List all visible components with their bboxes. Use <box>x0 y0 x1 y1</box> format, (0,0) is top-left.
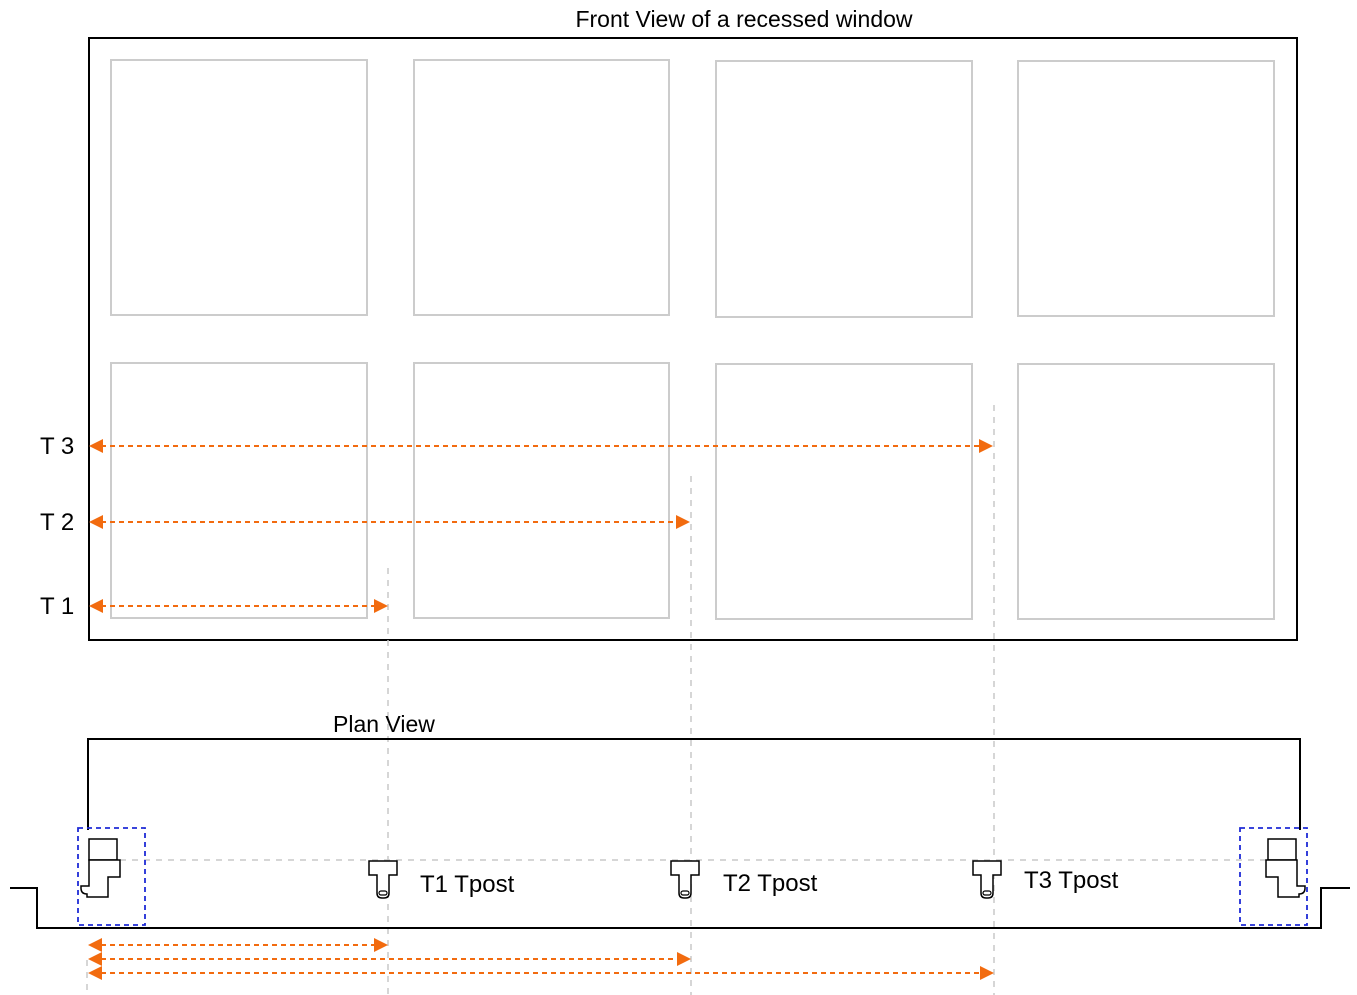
right-jamb-detail <box>1239 827 1308 926</box>
t1-post-icon <box>368 860 398 899</box>
arrowhead-t1-right <box>374 599 388 613</box>
recess-outline <box>10 738 1350 929</box>
plan-dimension-arrows <box>88 938 994 980</box>
left-detail-box <box>77 827 146 926</box>
left-jamb-profile <box>80 859 121 898</box>
pane-top-4 <box>1017 60 1275 317</box>
pane-top-3 <box>715 60 973 318</box>
plan-arrowhead-t2-right <box>677 952 691 966</box>
pane-bottom-1 <box>110 362 368 619</box>
arrowhead-t3-right <box>979 439 993 453</box>
pane-bottom-3 <box>715 363 973 620</box>
plan-arrowhead-t1-left <box>88 938 102 952</box>
alignment-guides <box>86 405 1268 995</box>
arrowhead-t1-left <box>89 599 103 613</box>
t3-post-label: T3 Tpost <box>1024 867 1119 894</box>
arrowhead-t3-left <box>89 439 103 453</box>
t1-post-label: T1 Tpost <box>420 871 515 898</box>
plan-arrowhead-t2-left <box>88 952 102 966</box>
pane-top-2 <box>413 59 670 316</box>
dimension-label-t1: T 1 <box>40 593 74 620</box>
window-panes <box>110 59 1275 620</box>
t3-post-icon <box>972 860 1002 899</box>
arrowhead-t2-left <box>89 515 103 529</box>
left-jamb-block <box>88 838 118 861</box>
plan-arrowhead-t3-right <box>980 966 994 980</box>
arrowhead-t2-right <box>676 515 690 529</box>
plan-arrowhead-t1-right <box>374 938 388 952</box>
wall-face-line <box>10 887 1350 929</box>
front-dimension-arrows <box>89 439 993 613</box>
recess-back-wall <box>87 738 1301 830</box>
dimension-label-t3: T 3 <box>40 433 74 460</box>
left-jamb-detail <box>77 827 146 926</box>
right-jamb-block <box>1267 838 1297 861</box>
plan-arrowhead-t3-left <box>88 966 102 980</box>
front-view-title: Front View of a recessed window <box>575 6 912 32</box>
pane-top-1 <box>110 59 368 316</box>
right-detail-box <box>1239 827 1308 926</box>
pane-bottom-2 <box>413 362 670 619</box>
pane-bottom-4 <box>1017 363 1275 620</box>
t2-post-label: T2 Tpost <box>723 870 818 897</box>
right-jamb-profile <box>1265 859 1306 898</box>
window-outer-frame <box>88 37 1298 641</box>
t2-post-icon <box>670 860 700 899</box>
plan-view-title: Plan View <box>333 711 435 737</box>
dimension-label-t2: T 2 <box>40 509 74 536</box>
